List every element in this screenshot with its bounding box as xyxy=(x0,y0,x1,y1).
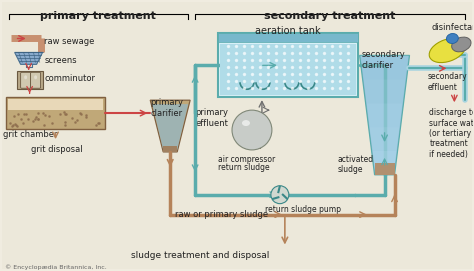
Ellipse shape xyxy=(242,120,250,126)
Polygon shape xyxy=(150,100,190,152)
Text: discharge to
surface water
(or tertiary
treatment
if needed): discharge to surface water (or tertiary … xyxy=(429,108,474,159)
Text: primary treatment: primary treatment xyxy=(40,11,156,21)
FancyBboxPatch shape xyxy=(244,140,260,148)
Text: activated
sludge: activated sludge xyxy=(337,155,374,174)
Polygon shape xyxy=(373,151,397,175)
Ellipse shape xyxy=(447,34,458,44)
Text: grit chamber: grit chamber xyxy=(3,130,57,139)
FancyBboxPatch shape xyxy=(2,2,472,269)
Polygon shape xyxy=(152,104,188,150)
Text: comminutor: comminutor xyxy=(45,74,96,83)
Text: sludge treatment and disposal: sludge treatment and disposal xyxy=(131,251,269,260)
Ellipse shape xyxy=(452,37,471,52)
Polygon shape xyxy=(370,127,400,151)
Text: air compressor: air compressor xyxy=(218,155,275,164)
Text: secondary
clarifier: secondary clarifier xyxy=(362,50,405,70)
FancyBboxPatch shape xyxy=(8,99,103,110)
Ellipse shape xyxy=(24,75,27,79)
Text: grit disposal: grit disposal xyxy=(31,145,82,154)
Text: return sludge pump: return sludge pump xyxy=(265,205,341,214)
Text: aeration tank: aeration tank xyxy=(255,25,321,36)
Polygon shape xyxy=(374,163,394,175)
FancyBboxPatch shape xyxy=(220,44,356,95)
Polygon shape xyxy=(364,79,405,103)
Polygon shape xyxy=(360,55,410,175)
Text: secondary
effluent: secondary effluent xyxy=(428,72,467,92)
Polygon shape xyxy=(15,52,43,64)
FancyBboxPatch shape xyxy=(218,33,358,43)
Circle shape xyxy=(232,110,272,150)
Ellipse shape xyxy=(34,75,37,79)
FancyBboxPatch shape xyxy=(21,72,31,88)
Polygon shape xyxy=(163,146,177,152)
Text: raw sewage: raw sewage xyxy=(44,37,94,46)
Polygon shape xyxy=(361,55,409,79)
Text: secondary treatment: secondary treatment xyxy=(264,11,395,21)
FancyBboxPatch shape xyxy=(218,33,358,97)
Text: © Encyclopædia Britannica, Inc.: © Encyclopædia Britannica, Inc. xyxy=(5,264,107,270)
Circle shape xyxy=(271,186,289,204)
Text: primary
clarifier: primary clarifier xyxy=(150,98,183,118)
Text: screens: screens xyxy=(45,56,77,65)
Text: raw or primary sludge: raw or primary sludge xyxy=(175,209,268,219)
FancyBboxPatch shape xyxy=(17,71,43,89)
Text: primary
effluent: primary effluent xyxy=(195,108,228,128)
FancyBboxPatch shape xyxy=(31,72,41,88)
Text: disinfectant: disinfectant xyxy=(431,22,474,32)
FancyBboxPatch shape xyxy=(6,97,105,129)
Ellipse shape xyxy=(429,38,465,63)
Text: return sludge: return sludge xyxy=(218,163,270,172)
Polygon shape xyxy=(366,103,402,127)
